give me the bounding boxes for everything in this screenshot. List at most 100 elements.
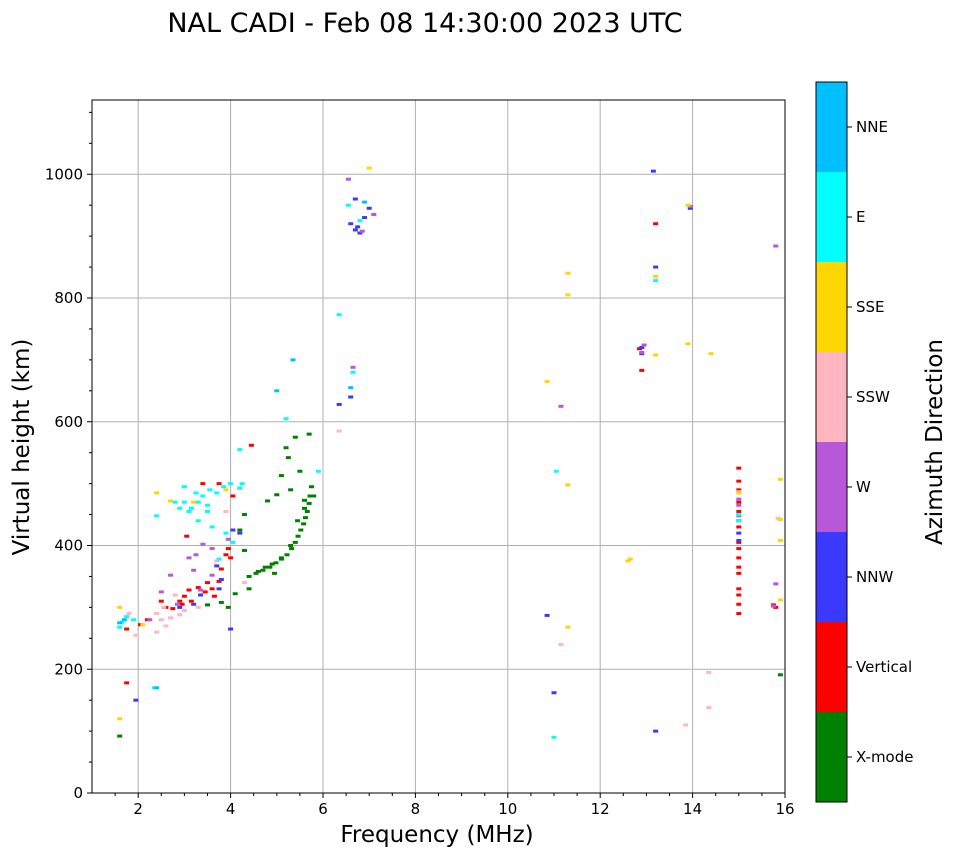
colorbar-category-label: SSE xyxy=(856,298,885,316)
data-point-x-mode xyxy=(241,548,247,552)
data-point-vertical xyxy=(248,443,254,447)
data-point-w xyxy=(345,177,351,181)
colorbar-label: Azimuth Direction xyxy=(922,339,948,545)
y-tick-label: 400 xyxy=(54,537,83,555)
data-point-e xyxy=(188,506,194,510)
data-point-w xyxy=(168,573,174,577)
x-tick-label: 14 xyxy=(683,800,702,818)
data-point-x-mode xyxy=(237,528,243,532)
data-point-sse xyxy=(117,605,123,609)
data-point-sse xyxy=(565,483,571,487)
data-point-sse xyxy=(627,557,633,561)
data-point-w xyxy=(198,588,204,592)
data-point-ssw xyxy=(683,723,689,727)
colorbar-swatch xyxy=(816,442,847,532)
data-point-vertical xyxy=(736,556,742,560)
y-tick-label: 800 xyxy=(54,289,83,307)
colorbar-swatch xyxy=(816,82,847,172)
data-point-sse xyxy=(565,271,571,275)
data-point-e xyxy=(200,494,206,498)
axis-ticks-layer: 2 4 6 8 10 12 14 16 0 200 400 600 800 1000 xyxy=(45,111,795,818)
data-point-sse xyxy=(565,625,571,629)
data-point-nnw xyxy=(544,613,550,617)
data-point-vertical xyxy=(736,587,742,591)
data-point-x-mode xyxy=(225,605,231,609)
data-point-sse xyxy=(708,352,714,356)
data-point-nnw xyxy=(650,169,656,173)
data-point-ssw xyxy=(214,559,220,563)
data-point-sse xyxy=(777,539,783,543)
data-point-ssw xyxy=(558,643,564,646)
data-point-x-mode xyxy=(292,540,298,544)
data-point-sse xyxy=(140,623,146,627)
data-point-nne xyxy=(348,386,354,390)
colorbar: X-mode Vertical NNW W SSW SSE E NNE xyxy=(816,82,913,802)
data-point-ssw xyxy=(163,624,169,628)
data-point-nnw xyxy=(177,605,183,609)
data-point-nnw xyxy=(352,228,358,232)
data-point-e xyxy=(230,540,236,544)
x-tick-label: 10 xyxy=(498,800,517,818)
data-point-e xyxy=(345,203,351,207)
data-point-nnw xyxy=(551,691,557,695)
data-point-e xyxy=(283,417,289,421)
data-point-x-mode xyxy=(301,522,307,526)
data-point-x-mode xyxy=(278,556,284,560)
data-point-x-mode xyxy=(302,506,308,510)
data-point-e xyxy=(205,503,210,507)
colorbar-swatch xyxy=(816,712,847,802)
data-point-e xyxy=(216,557,222,561)
colorbar-swatch xyxy=(816,262,847,352)
data-point-sse xyxy=(168,499,174,503)
data-point-x-mode xyxy=(295,534,301,538)
data-point-w xyxy=(158,590,164,594)
data-point-nnw xyxy=(366,206,372,210)
x-tick-label: 8 xyxy=(411,800,421,818)
data-point-x-mode xyxy=(246,574,252,578)
data-point-vertical xyxy=(736,547,742,551)
data-point-e xyxy=(181,500,187,504)
data-point-ssw xyxy=(158,618,164,622)
data-point-nnw xyxy=(639,346,645,349)
data-point-w xyxy=(350,365,356,369)
data-point-nnw xyxy=(228,627,234,631)
data-point-ssw xyxy=(133,633,139,637)
data-point-e xyxy=(154,514,160,518)
data-point-sse xyxy=(223,488,229,492)
data-point-w xyxy=(770,604,776,608)
data-point-vertical xyxy=(181,594,187,598)
data-point-e xyxy=(237,486,243,490)
data-point-vertical xyxy=(225,547,231,551)
data-point-nnw xyxy=(736,539,742,543)
data-point-e xyxy=(736,519,742,523)
data-point-nne xyxy=(274,389,280,393)
grid-layer xyxy=(92,100,786,794)
data-point-nnw xyxy=(216,587,222,591)
data-point-e xyxy=(553,469,559,473)
data-point-w xyxy=(147,618,153,622)
data-point-vertical xyxy=(211,594,217,598)
data-point-x-mode xyxy=(218,600,224,604)
data-point-x-mode xyxy=(306,501,312,505)
data-point-sse xyxy=(777,518,783,522)
data-point-sse xyxy=(777,598,783,602)
data-point-w xyxy=(193,553,199,557)
data-point-x-mode xyxy=(306,432,312,436)
data-point-x-mode xyxy=(297,469,303,473)
data-point-x-mode xyxy=(295,519,301,523)
data-point-sse xyxy=(191,500,197,504)
data-point-e xyxy=(209,525,215,529)
data-point-x-mode xyxy=(274,493,280,497)
data-point-x-mode xyxy=(265,499,271,503)
data-point-ssw xyxy=(126,612,132,616)
data-point-vertical xyxy=(223,553,229,557)
data-point-nnw xyxy=(133,698,139,702)
data-point-e xyxy=(315,469,321,473)
data-point-vertical xyxy=(124,681,130,685)
data-point-w xyxy=(773,244,779,248)
x-tick-label: 16 xyxy=(775,800,794,818)
data-point-nnw xyxy=(348,395,354,399)
data-point-x-mode xyxy=(307,494,313,498)
data-point-e xyxy=(195,519,201,523)
